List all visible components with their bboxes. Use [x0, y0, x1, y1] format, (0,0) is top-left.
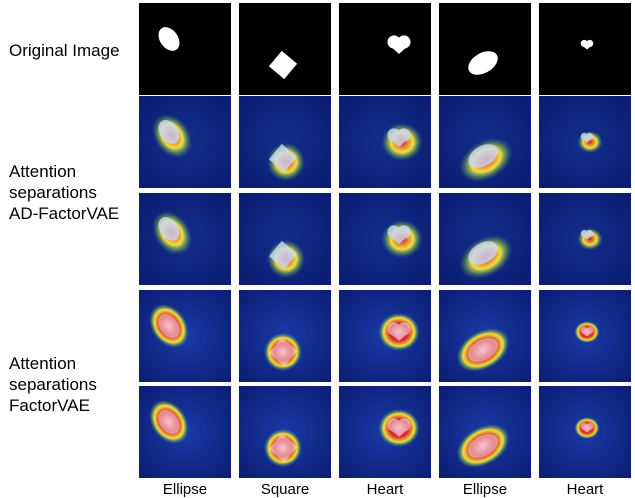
attention-map-tile: [439, 96, 531, 188]
attention-map-tile: [339, 193, 431, 285]
attention-map-tile: [139, 193, 231, 285]
attention-map-tile: [439, 290, 531, 382]
row-label-ad-factorvae: Attention separations AD-FactorVAE: [9, 162, 120, 223]
row-label-factorvae: Attention separations FactorVAE: [9, 354, 97, 415]
attention-map-tile: [439, 386, 531, 478]
attention-map-tile: [539, 290, 631, 382]
original-image-tile: [439, 3, 531, 95]
row-label-original: Original Image: [9, 41, 120, 60]
attention-map-tile: [339, 96, 431, 188]
attention-map-tile: [239, 193, 331, 285]
attention-map-tile: [139, 96, 231, 188]
attention-map-tile: [339, 290, 431, 382]
column-label-4: Ellipse: [462, 481, 508, 498]
attention-map-tile: [239, 96, 331, 188]
column-label-2: Square: [260, 481, 310, 498]
attention-map-tile: [239, 386, 331, 478]
column-label-1: Ellipse: [162, 481, 208, 498]
original-image-tile: [339, 3, 431, 95]
original-image-tile: [239, 3, 331, 95]
original-image-tile: [139, 3, 231, 95]
attention-map-tile: [539, 96, 631, 188]
attention-map-tile: [539, 193, 631, 285]
attention-map-tile: [439, 193, 531, 285]
column-label-5: Heart: [566, 481, 604, 498]
attention-map-tile: [539, 386, 631, 478]
original-image-tile: [539, 3, 631, 95]
attention-map-tile: [339, 386, 431, 478]
attention-map-tile: [139, 290, 231, 382]
attention-map-tile: [239, 290, 331, 382]
attention-map-tile: [139, 386, 231, 478]
column-label-3: Heart: [366, 481, 404, 498]
